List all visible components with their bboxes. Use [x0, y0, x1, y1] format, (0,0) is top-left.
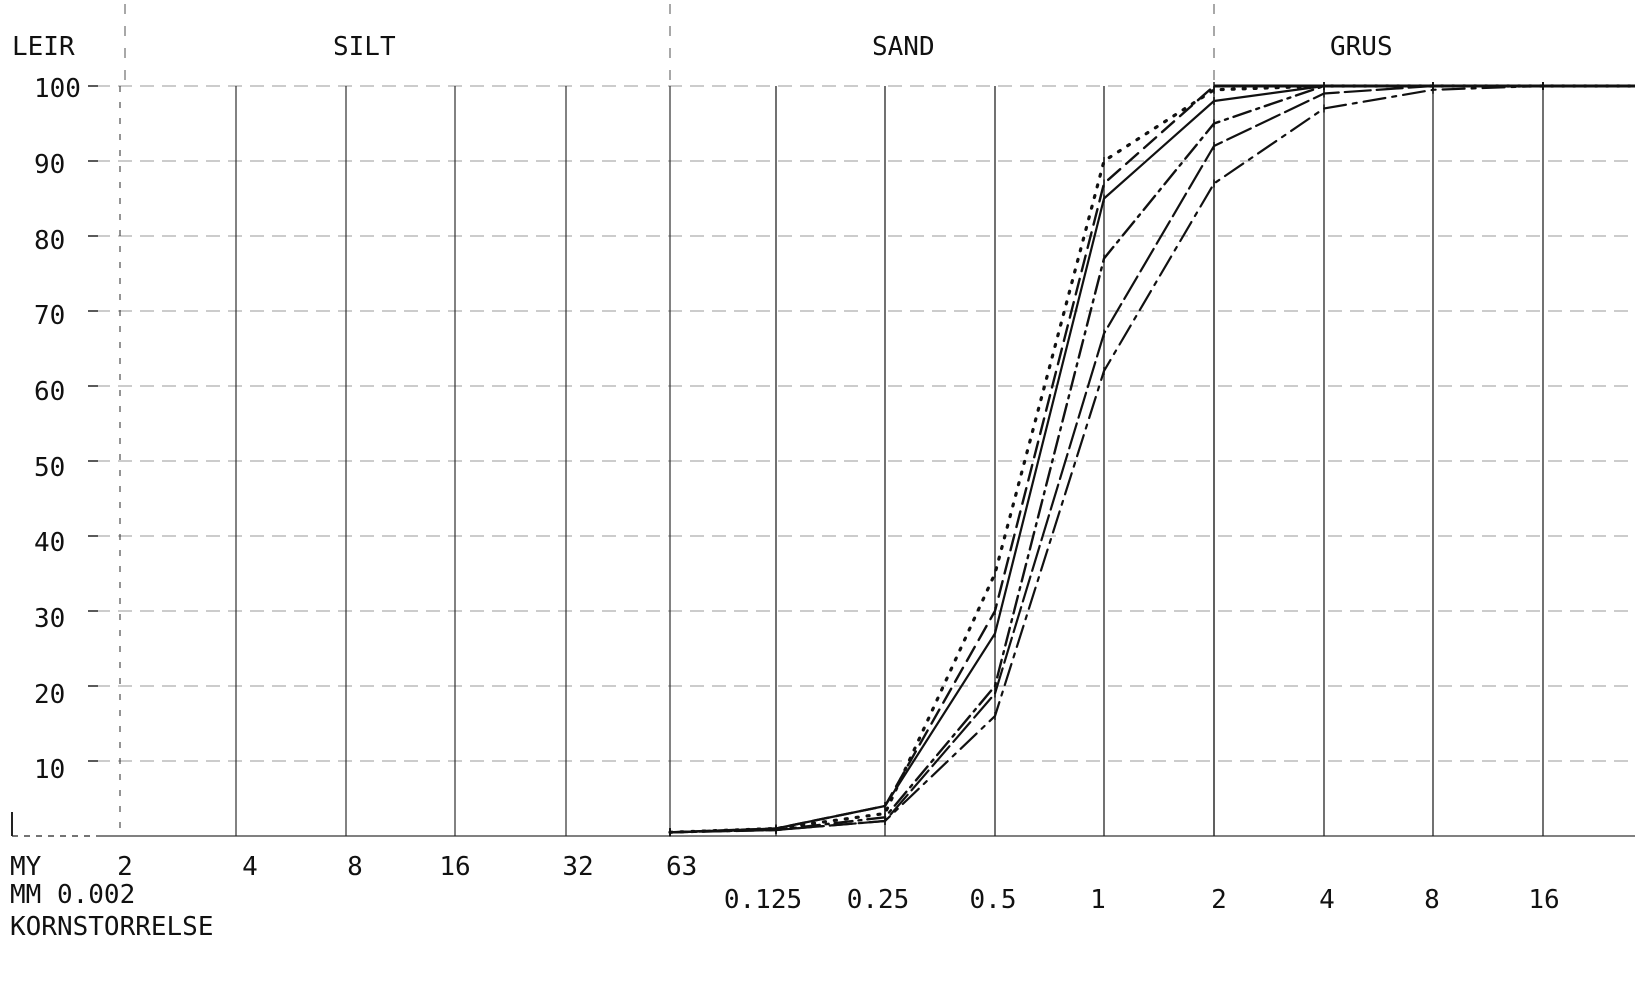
mm-tick-label-1: 1	[1090, 885, 1106, 915]
series-line-6	[668, 84, 1635, 834]
region-label-sand: SAND	[872, 32, 935, 62]
my-row-label: MY	[10, 852, 42, 882]
my-tick-label-16: 16	[439, 852, 471, 882]
mm-tick-label-4: 4	[1319, 885, 1335, 915]
y-tick-label-100: 100	[34, 74, 81, 104]
mm-tick-label-0.125: 0.125	[723, 885, 803, 915]
y-tick-label-90: 90	[34, 150, 66, 180]
my-tick-label-2: 2	[117, 852, 133, 882]
series-line-4	[668, 84, 1635, 834]
mm-row-label: MM 0.002	[10, 880, 136, 910]
y-tick-label-50: 50	[34, 453, 66, 483]
my-tick-label-32: 32	[562, 852, 594, 882]
region-label-silt: SILT	[333, 32, 396, 62]
y-tick-label-10: 10	[34, 755, 66, 785]
mm-tick-label-0.25: 0.25	[846, 885, 910, 915]
region-label-leir: LEIR	[12, 32, 75, 62]
mm-tick-label-16: 16	[1528, 885, 1560, 915]
my-tick-label-8: 8	[347, 852, 363, 882]
y-tick-label-40: 40	[34, 528, 66, 558]
y-tick-label-70: 70	[34, 301, 66, 331]
x-axis-label: KORNSTORRELSE	[10, 912, 214, 942]
mm-tick-label-0.5: 0.5	[969, 885, 1017, 915]
region-label-grus: GRUS	[1330, 32, 1393, 62]
mm-tick-label-2: 2	[1211, 885, 1227, 915]
my-tick-label-63: 63	[666, 852, 698, 882]
y-tick-label-30: 30	[34, 604, 66, 634]
y-tick-label-60: 60	[34, 377, 66, 407]
my-tick-label-4: 4	[242, 852, 258, 882]
mm-tick-label-8: 8	[1424, 885, 1440, 915]
y-tick-label-80: 80	[34, 226, 66, 256]
y-tick-label-20: 20	[34, 680, 66, 710]
